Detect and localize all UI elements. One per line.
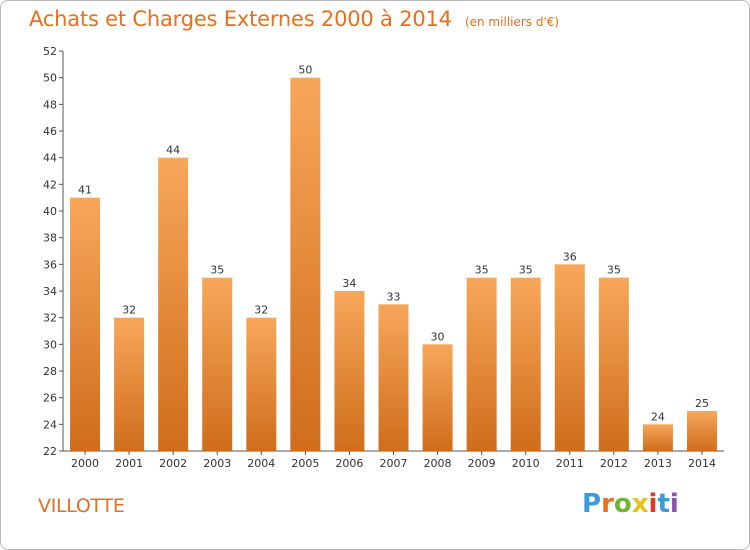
x-tick-label-2008: 2008 — [424, 457, 452, 470]
y-tick-label: 52 — [43, 45, 57, 58]
bar-2010 — [510, 277, 541, 451]
x-tick-label-2013: 2013 — [644, 457, 672, 470]
x-tick-label-2002: 2002 — [159, 457, 187, 470]
bar-label-layer: 41 32 44 35 32 50 34 33 30 35 35 36 35 24 25 — [78, 64, 709, 424]
y-tick-label: 46 — [43, 125, 57, 138]
commune-name: VILLOTTE — [38, 495, 125, 517]
x-tick-label-2012: 2012 — [600, 457, 628, 470]
logo-letter: i — [669, 489, 679, 519]
bar-2008 — [422, 344, 453, 451]
x-tick-label-2006: 2006 — [335, 457, 363, 470]
logo-letter: i — [648, 489, 658, 519]
bar-2002 — [158, 157, 189, 451]
bar-value-label-2011: 36 — [563, 250, 577, 263]
y-tick-label: 38 — [43, 232, 57, 245]
y-tick-label: 32 — [43, 312, 57, 325]
bar-2007 — [378, 304, 409, 451]
x-tick-label-2007: 2007 — [380, 457, 408, 470]
proxiti-logo: Proxiti — [582, 489, 679, 519]
bar-2005 — [290, 77, 321, 452]
y-tick-label: 24 — [43, 418, 57, 431]
bar-2006 — [334, 291, 365, 451]
bar-2009 — [466, 277, 497, 451]
bar-2014 — [686, 411, 717, 451]
logo-letter: P — [582, 489, 602, 519]
x-tick-label-2005: 2005 — [291, 457, 319, 470]
bar-value-label-2005: 50 — [298, 64, 312, 77]
y-tick-label: 42 — [43, 178, 57, 191]
bar-value-label-2008: 30 — [431, 330, 445, 343]
bar-2013 — [642, 424, 673, 451]
x-tick-label-2004: 2004 — [247, 457, 275, 470]
logo-letter: t — [657, 489, 670, 519]
x-tick-label-2011: 2011 — [556, 457, 584, 470]
logo-letter: r — [601, 489, 614, 519]
y-tick-label: 48 — [43, 98, 57, 111]
bar-2004 — [246, 317, 277, 451]
logo-letter: x — [631, 489, 649, 519]
chart-title-block: Achats et Charges Externes 2000 à 2014 (… — [29, 7, 559, 31]
y-tick-label: 28 — [43, 365, 57, 378]
x-tick-label-2003: 2003 — [203, 457, 231, 470]
x-tick-label-2014: 2014 — [688, 457, 716, 470]
bar-value-label-2004: 32 — [254, 304, 268, 317]
bar-2012 — [598, 277, 629, 451]
bar-value-label-2000: 41 — [78, 184, 92, 197]
bar-value-label-2013: 24 — [651, 410, 665, 423]
bar-value-label-2002: 44 — [166, 144, 180, 157]
bar-value-label-2014: 25 — [695, 397, 709, 410]
x-tick-label-2000: 2000 — [71, 457, 99, 470]
y-tick-label: 36 — [43, 258, 57, 271]
bar-layer — [70, 77, 717, 452]
x-tick-label-2009: 2009 — [468, 457, 496, 470]
y-tick-label: 34 — [43, 285, 57, 298]
bar-2011 — [554, 264, 585, 451]
y-tick-label: 30 — [43, 338, 57, 351]
bar-value-label-2009: 35 — [475, 264, 489, 277]
bar-value-label-2012: 35 — [607, 264, 621, 277]
bar-value-label-2006: 34 — [342, 277, 356, 290]
chart-subtitle: (en milliers d'€) — [464, 15, 560, 29]
x-tick-label-2010: 2010 — [512, 457, 540, 470]
y-tick-label: 44 — [43, 152, 57, 165]
logo-letter: o — [613, 489, 632, 519]
bar-value-label-2007: 33 — [387, 290, 401, 303]
x-tick-label-2001: 2001 — [115, 457, 143, 470]
bar-2003 — [202, 277, 233, 451]
chart-title: Achats et Charges Externes 2000 à 2014 — [29, 7, 452, 31]
bar-2000 — [70, 197, 101, 451]
bar-value-label-2003: 35 — [210, 264, 224, 277]
bar-2001 — [114, 317, 145, 451]
bar-value-label-2010: 35 — [519, 264, 533, 277]
y-tick-label: 50 — [43, 72, 57, 85]
y-tick-label: 40 — [43, 205, 57, 218]
bar-value-label-2001: 32 — [122, 304, 136, 317]
axis-layer: 22 24 26 28 30 32 34 36 38 40 42 44 46 48 50 52 2000 2001… — [43, 45, 724, 470]
y-tick-label: 22 — [43, 445, 57, 458]
y-tick-label: 26 — [43, 392, 57, 405]
